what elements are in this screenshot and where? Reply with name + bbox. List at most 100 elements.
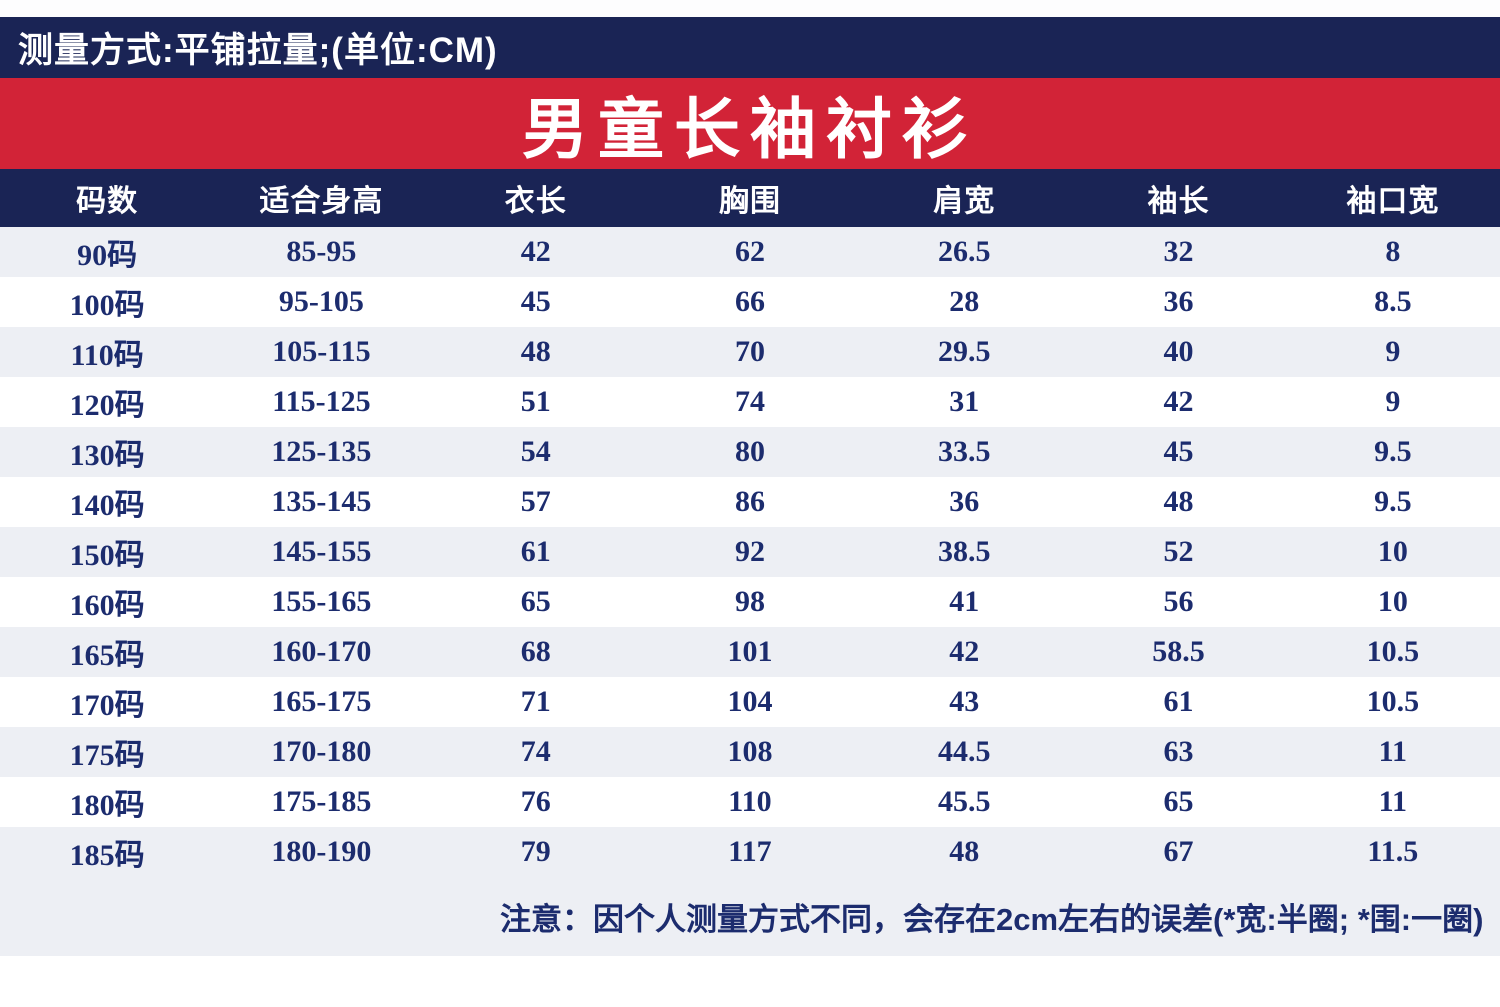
table-cell: 40	[1163, 335, 1194, 368]
table-cell: 117	[728, 835, 772, 868]
table-cell: 36	[1163, 285, 1194, 318]
table-cell: 67	[1163, 835, 1194, 868]
table-cell: 125-135	[271, 435, 372, 468]
table-cell: 11	[1378, 735, 1408, 768]
measurement-note-text: 注意：因个人测量方式不同，会存在2cm左右的误差(*宽:半圈; *围:一圈)	[500, 902, 1484, 937]
table-cell: 175码	[69, 739, 145, 772]
size-chart-header: 码数 适合身高 衣长 胸围 肩宽 袖长 袖口宽	[0, 169, 1500, 227]
table-cell: 65	[520, 585, 551, 618]
table-cell: 150码	[69, 539, 145, 572]
table-cell: 110	[728, 785, 772, 818]
table-cell: 48	[949, 835, 980, 868]
column-header-sleeve-length: 袖长	[1071, 169, 1286, 227]
table-cell: 36	[949, 485, 980, 518]
table-row: 140码 135-145 57 86 36 48 9.5	[0, 477, 1500, 527]
table-cell: 61	[520, 535, 551, 568]
table-cell: 8	[1385, 235, 1401, 268]
column-header-height-range: 适合身高	[214, 169, 429, 227]
table-row: 165码 160-170 68 101 42 58.5 10.5	[0, 627, 1500, 677]
table-cell: 10.5	[1366, 685, 1420, 718]
header-row: 码数 适合身高 衣长 胸围 肩宽 袖长 袖口宽	[0, 169, 1500, 227]
table-cell: 9	[1385, 385, 1401, 418]
table-row: 130码 125-135 54 80 33.5 45 9.5	[0, 427, 1500, 477]
table-cell: 32	[1163, 235, 1194, 268]
table-row: 175码 170-180 74 108 44.5 63 11	[0, 727, 1500, 777]
table-cell: 61	[1163, 685, 1194, 718]
table-cell: 63	[1163, 735, 1194, 768]
table-cell: 130码	[69, 439, 145, 472]
table-cell: 105-115	[272, 335, 371, 368]
table-cell: 38.5	[938, 535, 991, 568]
title-banner: 男童长袖衬衫	[0, 78, 1500, 169]
table-cell: 51	[520, 385, 551, 418]
table-row: 90码 85-95 42 62 26.5 32 8	[0, 227, 1500, 277]
page-title: 男童长袖衬衫	[522, 93, 978, 167]
table-cell: 101	[727, 635, 773, 668]
table-cell: 115-125	[272, 385, 371, 418]
table-cell: 85-95	[286, 235, 357, 268]
table-cell: 120码	[69, 389, 145, 422]
table-cell: 45	[1163, 435, 1194, 468]
table-cell: 10	[1377, 585, 1408, 618]
table-cell: 9.5	[1374, 435, 1412, 468]
table-cell: 56	[1163, 585, 1194, 618]
table-cell: 29.5	[938, 335, 991, 368]
table-cell: 66	[734, 285, 765, 318]
table-cell: 43	[949, 685, 980, 718]
table-cell: 98	[734, 585, 765, 618]
table-cell: 57	[520, 485, 551, 518]
column-header-shoulder: 肩宽	[857, 169, 1072, 227]
table-cell: 44.5	[938, 735, 991, 768]
table-cell: 160-170	[271, 635, 372, 668]
table-cell: 165-175	[271, 685, 372, 718]
table-cell: 9.5	[1374, 485, 1412, 518]
column-header-cuff-width: 袖口宽	[1285, 169, 1500, 227]
table-cell: 33.5	[938, 435, 991, 468]
table-cell: 100码	[69, 289, 145, 322]
table-cell: 10	[1377, 535, 1408, 568]
table-cell: 41	[949, 585, 980, 618]
table-cell: 175-185	[271, 785, 372, 818]
size-chart-table: 码数 适合身高 衣长 胸围 肩宽 袖长 袖口宽 90码 85-95 42 62 26.5…	[0, 169, 1500, 877]
table-cell: 180-190	[271, 835, 372, 868]
table-cell: 31	[949, 385, 980, 418]
table-row: 100码 95-105 45 66 28 36 8.5	[0, 277, 1500, 327]
table-row: 185码 180-190 79 117 48 67 11.5	[0, 827, 1500, 877]
table-cell: 90码	[77, 239, 138, 272]
table-cell: 155-165	[271, 585, 372, 618]
table-cell: 170-180	[271, 735, 372, 768]
table-cell: 8.5	[1374, 285, 1412, 318]
table-cell: 104	[727, 685, 773, 718]
bottom-margin-strip	[0, 956, 1500, 1007]
table-row: 150码 145-155 61 92 38.5 52 10	[0, 527, 1500, 577]
table-cell: 92	[734, 535, 765, 568]
table-cell: 54	[520, 435, 551, 468]
table-cell: 48	[520, 335, 551, 368]
column-header-chest: 胸围	[642, 169, 858, 227]
table-cell: 68	[520, 635, 551, 668]
measure-method-text: 测量方式:平铺拉量;(单位:CM)	[18, 31, 498, 70]
table-cell: 74	[734, 385, 765, 418]
note-row: 注意：因个人测量方式不同，会存在2cm左右的误差(*宽:半圈; *围:一圈)	[0, 877, 1500, 956]
column-header-size: 码数	[0, 169, 215, 227]
table-cell: 110码	[70, 339, 144, 372]
table-cell: 52	[1163, 535, 1194, 568]
table-cell: 180码	[69, 789, 145, 822]
table-cell: 79	[520, 835, 551, 868]
table-cell: 160码	[69, 589, 145, 622]
table-cell: 58.5	[1152, 635, 1205, 668]
table-cell: 65	[1163, 785, 1194, 818]
table-row: 170码 165-175 71 104 43 61 10.5	[0, 677, 1500, 727]
table-cell: 80	[734, 435, 765, 468]
table-cell: 185码	[69, 839, 145, 872]
table-cell: 70	[734, 335, 765, 368]
size-chart-body: 90码 85-95 42 62 26.5 32 8 100码 95-105 45 66 28 36 8.5…	[0, 227, 1500, 877]
table-row: 160码 155-165 65 98 41 56 10	[0, 577, 1500, 627]
table-cell: 165码	[69, 639, 145, 672]
table-cell: 108	[727, 735, 773, 768]
table-cell: 28	[949, 285, 980, 318]
table-cell: 11	[1378, 785, 1408, 818]
table-cell: 86	[734, 485, 765, 518]
table-row: 110码 105-115 48 70 29.5 40 9	[0, 327, 1500, 377]
table-cell: 71	[520, 685, 551, 718]
